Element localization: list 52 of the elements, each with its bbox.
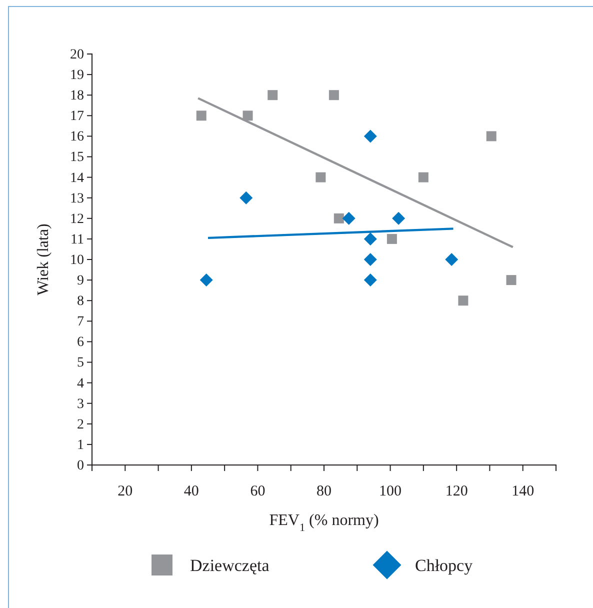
point (364, 232, 377, 246)
y-tick-label: 15 (70, 150, 84, 166)
point (240, 191, 253, 204)
y-tick-label: 6 (77, 335, 84, 350)
legend-label: Dziewczęta (190, 556, 270, 575)
point (364, 253, 377, 266)
point (386, 234, 397, 244)
y-tick-label: 0 (77, 458, 84, 474)
y-tick-label: 12 (70, 212, 84, 227)
point (486, 131, 496, 142)
point (458, 296, 468, 306)
y-tick-label: 2 (77, 417, 84, 432)
point (334, 213, 344, 224)
point (342, 212, 356, 225)
x-tick-label: 40 (184, 484, 199, 500)
x-tick-label: 140 (512, 484, 534, 500)
point (328, 90, 339, 100)
y-tick-label: 20 (70, 47, 84, 62)
y-tick-label: 4 (77, 376, 84, 392)
point (418, 172, 428, 182)
point (242, 110, 253, 121)
y-tick-label: 7 (77, 314, 84, 330)
y-tick-label: 19 (70, 68, 84, 84)
point (506, 275, 516, 286)
y-axis-title: Wiek (lata) (35, 224, 52, 296)
y-tick-label: 3 (77, 396, 84, 412)
y-tick-label: 5 (77, 356, 84, 371)
point (268, 90, 278, 100)
x-tick-label: 20 (118, 484, 133, 500)
point (364, 274, 377, 287)
y-tick-label: 17 (70, 109, 84, 124)
x-tick-label: 120 (445, 484, 468, 500)
x-tick-label: 80 (316, 484, 332, 500)
x-tick-label: 60 (250, 484, 266, 500)
point (392, 212, 406, 225)
point (316, 172, 326, 182)
y-tick-label: 14 (70, 170, 84, 186)
y-tick-label: 16 (70, 130, 84, 145)
x-axis-title: FEV$_{1}$ (% normy) (269, 512, 379, 534)
y-tick-label: 1 (77, 438, 84, 453)
legend-label: Chłopcy (415, 556, 474, 575)
y-tick-label: 10 (70, 252, 84, 268)
point (200, 274, 213, 287)
y-tick-label: 9 (77, 274, 84, 289)
y-tick-label: 13 (70, 191, 84, 206)
y-tick-label: 8 (77, 294, 84, 310)
x-tick-label: 100 (379, 484, 402, 500)
point (445, 253, 458, 266)
point (364, 130, 377, 143)
y-tick-label: 18 (70, 88, 84, 104)
y-tick-label: 11 (70, 232, 84, 248)
point (196, 110, 206, 121)
